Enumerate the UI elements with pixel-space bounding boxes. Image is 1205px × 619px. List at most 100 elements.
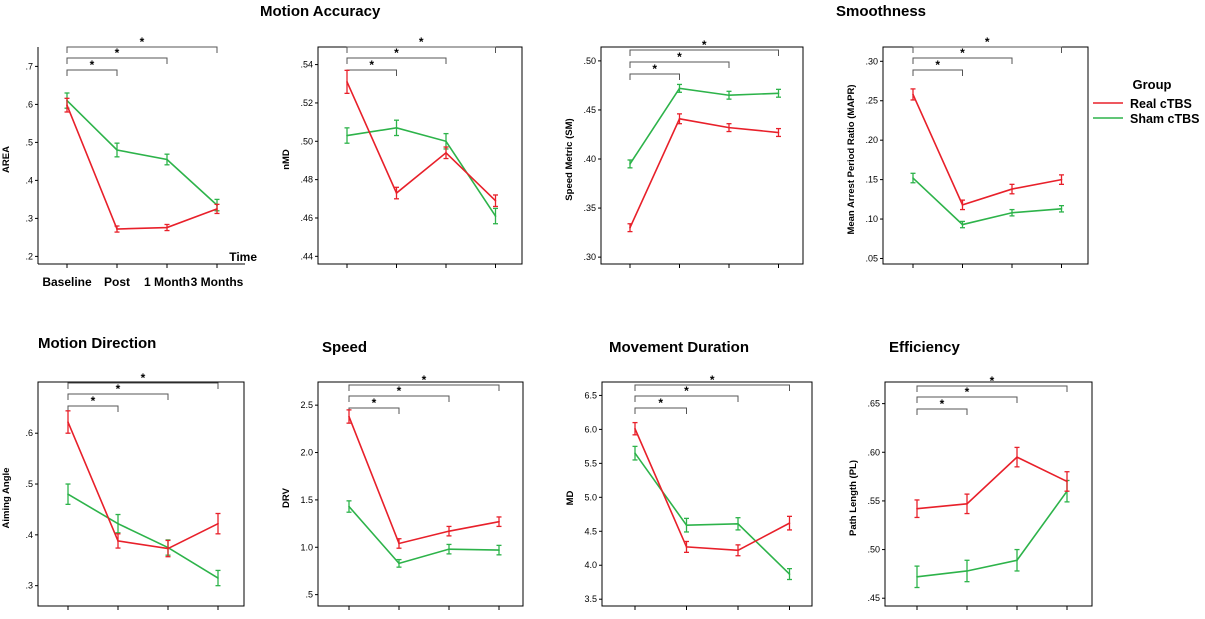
plot-frame <box>884 381 1093 607</box>
x-tick-label: Baseline <box>42 275 92 289</box>
data-point <box>448 530 450 532</box>
y-tick-label: .15 <box>865 175 878 185</box>
y-tick-label: 1.0 <box>300 542 313 552</box>
title-motion-accuracy: Motion Accuracy <box>260 3 381 20</box>
y-tick-label: 4.0 <box>584 560 597 570</box>
data-point <box>395 127 398 129</box>
x-tick-label: 3 Months <box>191 275 244 289</box>
significance-star: * <box>369 58 374 72</box>
series-line-real <box>66 104 218 230</box>
data-point <box>117 540 119 542</box>
y-tick-label: .25 <box>865 96 878 106</box>
y-axis-label: Path Length (PL) <box>848 460 859 536</box>
y-tick-label: .50 <box>300 136 313 146</box>
y-tick-label: .05 <box>865 253 878 263</box>
y-axis-label: DRV <box>281 487 292 508</box>
y-tick-label: .45 <box>867 593 880 603</box>
y-tick-label: .55 <box>867 496 880 506</box>
y-tick-label: .50 <box>867 545 880 555</box>
y-tick-label: .45 <box>583 105 596 115</box>
y-tick-label: 6.5 <box>584 390 597 400</box>
chart-movement-duration: 3.5 4.0 4.5 5.0 5.5 6.0 6.5 MD * * * <box>565 373 813 610</box>
data-point <box>1060 207 1063 210</box>
y-tick-label: .5 <box>25 479 33 489</box>
series-line-sham <box>66 100 218 206</box>
plot-frame <box>317 381 524 607</box>
data-point <box>498 549 500 551</box>
data-point <box>395 192 398 194</box>
data-point <box>788 522 791 524</box>
y-tick-label: .6 <box>25 428 33 438</box>
series-line-real <box>916 456 1068 510</box>
series-line-real <box>348 416 500 545</box>
significance-star: * <box>684 384 689 398</box>
y-tick-label: 2.5 <box>300 400 313 410</box>
data-point <box>398 562 400 565</box>
title-movement-duration: Movement Duration <box>609 339 749 356</box>
data-point <box>1016 559 1018 562</box>
x-axis-title: Time <box>229 250 257 264</box>
data-point <box>348 505 350 508</box>
significance-star: * <box>91 394 96 408</box>
plot-frame <box>882 46 1089 265</box>
significance-star: * <box>372 396 377 410</box>
y-tick-label: .46 <box>300 213 313 223</box>
significance-bracket <box>66 57 168 64</box>
y-tick-label: .30 <box>583 252 596 262</box>
title-smoothness: Smoothness <box>836 3 926 20</box>
y-axis-label: Mean Arrest Period Ratio (MAPR) <box>846 84 857 234</box>
significance-star: * <box>394 46 399 60</box>
significance-bracket <box>916 408 968 415</box>
y-tick-label: 5.5 <box>584 458 597 468</box>
significance-star: * <box>140 35 145 49</box>
y-tick-label: .60 <box>867 447 880 457</box>
chart-speed-metric: .30 .35 .40 .45 .50 Speed Metric (SM) * * * <box>564 38 804 268</box>
y-tick-label: .48 <box>300 175 313 185</box>
data-point <box>346 81 348 83</box>
y-tick-label: .3 <box>25 581 33 591</box>
data-point <box>685 524 688 526</box>
y-tick-label: 6.0 <box>584 424 597 434</box>
significance-bracket <box>67 393 169 400</box>
significance-star: * <box>677 50 682 64</box>
data-point <box>728 126 730 129</box>
chart-drv: .5 1.0 1.5 2.0 2.5 DRV * * * <box>281 373 524 610</box>
data-point <box>1011 188 1013 190</box>
significance-star: * <box>940 397 945 411</box>
data-point <box>629 226 631 229</box>
significance-star: * <box>935 58 940 72</box>
y-tick-label: .52 <box>300 98 313 108</box>
data-point <box>494 215 497 217</box>
plot-frame <box>317 46 523 265</box>
data-point <box>678 117 681 120</box>
significance-star: * <box>965 385 970 399</box>
data-point <box>67 493 69 495</box>
significance-bracket <box>634 407 687 414</box>
significance-bracket <box>67 405 119 412</box>
significance-bracket <box>629 73 680 80</box>
significance-star: * <box>990 374 995 388</box>
y-tick-label: .50 <box>583 56 596 66</box>
data-point <box>966 503 968 505</box>
series-line-sham <box>67 493 219 579</box>
significance-star: * <box>90 58 95 72</box>
title-efficiency: Efficiency <box>889 339 961 356</box>
plot-frame <box>37 381 245 607</box>
series-line-sham <box>634 452 791 575</box>
y-tick-label: .54 <box>300 60 313 70</box>
y-tick-label: 2.0 <box>300 448 313 458</box>
y-tick-label: .10 <box>865 214 878 224</box>
significance-star: * <box>702 38 707 52</box>
legend-title: Group <box>1133 77 1172 92</box>
data-point <box>777 131 780 134</box>
y-axis-label: nMD <box>281 149 292 170</box>
significance-bracket <box>66 69 118 76</box>
series-line-real <box>346 81 497 202</box>
data-point <box>116 149 118 151</box>
series-line-real <box>629 117 779 229</box>
y-tick-label: .5 <box>25 137 33 147</box>
y-tick-label: 5.0 <box>584 492 597 502</box>
data-point <box>348 415 350 418</box>
y-tick-label: 4.5 <box>584 526 597 536</box>
